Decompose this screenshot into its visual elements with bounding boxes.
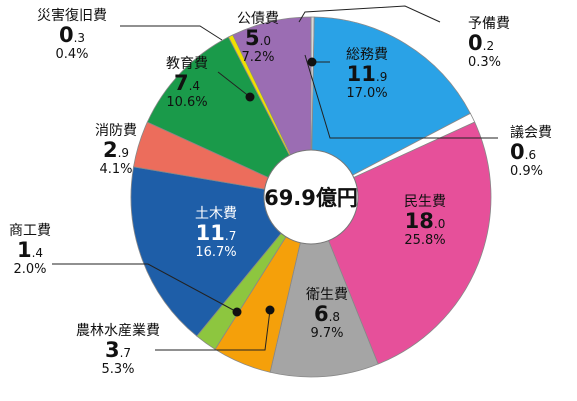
slice-percent: 17.0% [346, 86, 387, 101]
slice-name: 教育費 [166, 56, 208, 72]
leader-dot-education [245, 92, 255, 102]
leader-line-education [217, 71, 251, 98]
slice-percent: 5.3% [101, 362, 134, 377]
pie-slice-public-debt [232, 16, 312, 198]
slice-value: 3.7 [105, 338, 131, 362]
slice-labels: 予備費0.20.3%総務費11.917.0%議会費0.60.9%民生費18.02… [9, 7, 552, 377]
slice-percent: 2.0% [13, 262, 46, 277]
slice-percent: 4.1% [99, 162, 132, 177]
leader-dot-agriculture [265, 305, 275, 315]
slice-value: 0.2 [468, 31, 494, 55]
pie-slice-general-affairs [310, 16, 471, 198]
center-total-label: 69.9億円 [264, 186, 358, 210]
leader-line-disaster [120, 25, 223, 41]
slice-percent: 16.7% [195, 245, 236, 260]
slice-name: 商工費 [9, 223, 51, 239]
slice-name: 災害復旧費 [37, 7, 107, 24]
slice-name: 民生費 [404, 194, 446, 210]
slice-name: 農林水産業費 [76, 323, 160, 339]
leader-line-commerce [52, 263, 238, 313]
slice-value: 2.9 [103, 138, 129, 162]
pie-slice-education [146, 36, 312, 198]
slice-percent: 25.8% [404, 233, 445, 248]
slice-percent: 0.3% [468, 55, 501, 70]
leader-dots [232, 57, 317, 317]
leader-line-agriculture [155, 309, 271, 351]
leader-dot-general-affairs [307, 57, 317, 67]
slice-percent: 10.6% [166, 95, 207, 110]
leader-lines [52, 5, 498, 351]
slice-value: 6.8 [314, 302, 340, 326]
slice-name: 衛生費 [306, 287, 348, 303]
slice-percent: 0.4% [55, 47, 88, 62]
slice-value: 18.0 [405, 209, 446, 233]
slice-name: 土木費 [195, 206, 237, 222]
slice-value: 5.0 [245, 26, 271, 50]
slice-value: 11.7 [196, 221, 237, 245]
slice-value: 0.6 [510, 140, 536, 164]
slice-percent: 9.7% [310, 326, 343, 341]
slice-name: 公債費 [237, 11, 279, 27]
slice-value: 11.9 [347, 62, 388, 86]
slice-name: 議会費 [510, 124, 552, 141]
center-hole [263, 149, 359, 245]
leader-dot-commerce [232, 307, 242, 317]
slice-name: 予備費 [468, 16, 510, 32]
slice-value: 7.4 [174, 71, 200, 95]
leader-line-assembly [304, 54, 498, 139]
leader-line-reserve [298, 5, 441, 23]
slice-name: 消防費 [95, 123, 137, 139]
slice-percent: 7.2% [241, 50, 274, 65]
slice-value: 1.4 [17, 238, 43, 262]
pie-slice-health [269, 195, 379, 378]
slice-name: 総務費 [346, 47, 388, 63]
slice-percent: 0.9% [510, 164, 543, 179]
slice-value: 0.3 [59, 23, 85, 47]
